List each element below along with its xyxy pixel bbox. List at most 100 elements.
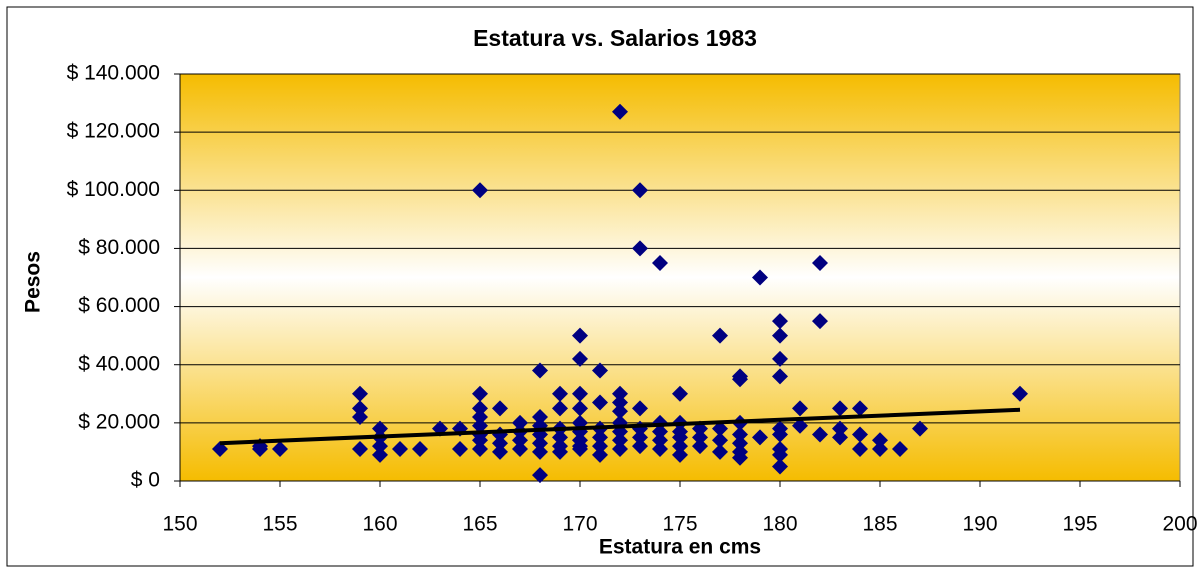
- x-tick-label: 195: [1062, 513, 1097, 536]
- plot-area: [179, 73, 1181, 482]
- point: [492, 435, 508, 452]
- y-tick-label: $ 100.000: [67, 178, 160, 201]
- y-tick-label: $ 40.000: [78, 352, 160, 375]
- point: [492, 400, 508, 417]
- chart-title: Estatura vs. Salarios 1983: [473, 25, 757, 51]
- point: [832, 400, 848, 417]
- point: [372, 446, 388, 463]
- point: [472, 441, 488, 458]
- point: [832, 429, 848, 446]
- point: [612, 441, 628, 458]
- x-tick-label: 180: [762, 513, 797, 536]
- x-tick-label: 200: [1162, 513, 1197, 536]
- point: [712, 420, 728, 437]
- point: [672, 446, 688, 463]
- point: [592, 429, 608, 446]
- point: [872, 432, 888, 449]
- point: [272, 441, 288, 458]
- point: [572, 441, 588, 458]
- point: [492, 443, 508, 460]
- point: [672, 438, 688, 455]
- point: [372, 420, 388, 437]
- point: [832, 420, 848, 437]
- point: [812, 426, 828, 443]
- x-tick-label: 150: [162, 513, 197, 536]
- point: [592, 438, 608, 455]
- point: [752, 429, 768, 446]
- point: [732, 435, 748, 452]
- point: [472, 432, 488, 449]
- point: [772, 458, 788, 475]
- point: [552, 400, 568, 417]
- point: [572, 400, 588, 417]
- point: [772, 327, 788, 344]
- point: [792, 400, 808, 417]
- point: [732, 426, 748, 443]
- point: [712, 443, 728, 460]
- point: [572, 350, 588, 367]
- trendline: [219, 407, 1021, 446]
- point: [692, 429, 708, 446]
- point: [652, 432, 668, 449]
- x-tick-label: 160: [362, 513, 397, 536]
- point: [772, 446, 788, 463]
- point: [472, 400, 488, 417]
- x-tick-label: 165: [462, 513, 497, 536]
- point: [632, 438, 648, 455]
- y-tick-label: $ 60.000: [78, 294, 160, 317]
- point: [812, 254, 828, 271]
- point: [552, 429, 568, 446]
- point: [772, 313, 788, 330]
- point: [552, 385, 568, 402]
- point: [552, 443, 568, 460]
- x-tick-label: 155: [262, 513, 297, 536]
- y-tick-label: $ 140.000: [67, 62, 160, 85]
- point: [732, 449, 748, 466]
- point: [592, 362, 608, 379]
- point: [512, 432, 528, 449]
- point: [772, 426, 788, 443]
- point: [752, 269, 768, 286]
- point: [532, 435, 548, 452]
- point: [472, 409, 488, 426]
- point: [672, 385, 688, 402]
- point: [1012, 385, 1028, 402]
- point: [632, 240, 648, 257]
- point: [632, 429, 648, 446]
- point: [852, 441, 868, 458]
- point: [872, 441, 888, 458]
- point: [392, 441, 408, 458]
- point: [472, 182, 488, 199]
- x-tick-label: 175: [662, 513, 697, 536]
- point: [852, 400, 868, 417]
- point: [472, 385, 488, 402]
- point: [612, 385, 628, 402]
- point: [912, 420, 928, 437]
- point: [892, 441, 908, 458]
- point: [732, 368, 748, 385]
- point: [612, 403, 628, 420]
- point: [592, 394, 608, 411]
- point: [512, 414, 528, 431]
- point: [352, 441, 368, 458]
- x-tick-label: 170: [562, 513, 597, 536]
- point: [612, 103, 628, 120]
- point: [852, 426, 868, 443]
- point: [412, 441, 428, 458]
- y-tick-label: $ 80.000: [78, 236, 160, 259]
- point: [612, 394, 628, 411]
- point: [532, 467, 548, 484]
- point: [632, 182, 648, 199]
- point: [772, 350, 788, 367]
- point: [352, 400, 368, 417]
- x-axis-title: Estatura en cms: [599, 536, 761, 559]
- point: [372, 438, 388, 455]
- point: [532, 443, 548, 460]
- point: [592, 446, 608, 463]
- point: [672, 429, 688, 446]
- point: [652, 441, 668, 458]
- point: [472, 417, 488, 434]
- x-tick-label: 190: [962, 513, 997, 536]
- point: [352, 385, 368, 402]
